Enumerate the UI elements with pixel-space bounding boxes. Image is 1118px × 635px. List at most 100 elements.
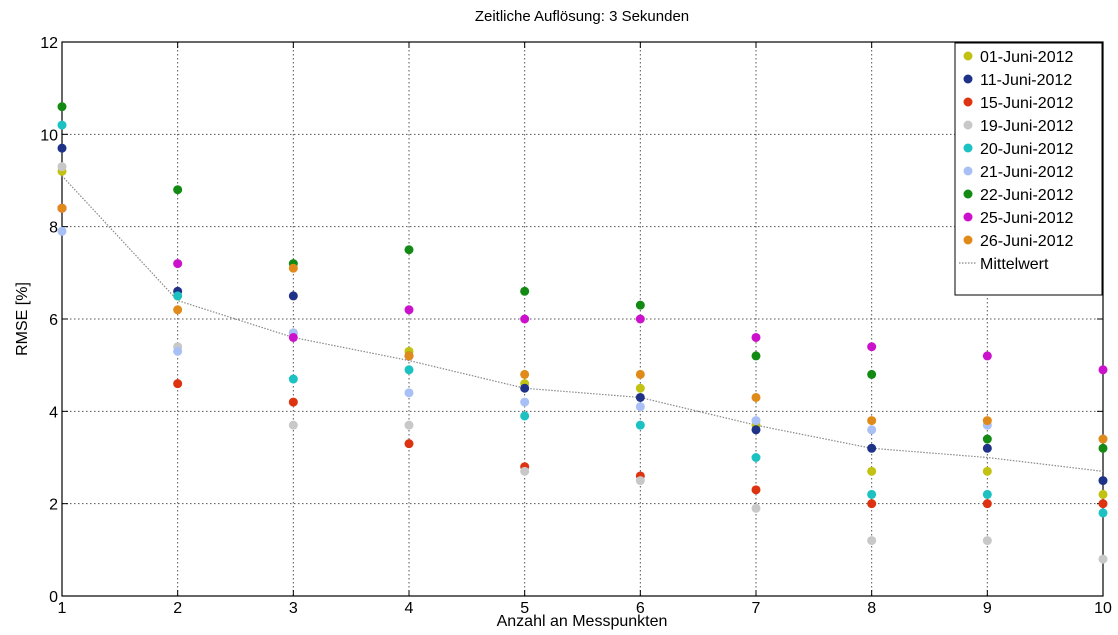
data-point (173, 185, 183, 195)
y-tick-label: 2 (49, 497, 58, 514)
data-point (404, 420, 414, 430)
data-point (867, 536, 877, 546)
data-point (404, 245, 414, 255)
data-point (635, 314, 645, 324)
x-axis-ticks: 1 2 3 4 5 6 7 8 9 10 (58, 42, 1112, 617)
data-point (867, 499, 877, 509)
legend-entry: 15-Juni-2012 (980, 95, 1074, 112)
y-tick-label: 0 (49, 589, 58, 606)
legend-entry: 26-Juni-2012 (980, 233, 1074, 250)
data-point (288, 291, 298, 301)
data-point (1098, 443, 1108, 453)
data-point (751, 485, 761, 495)
data-point (57, 120, 67, 130)
x-tick-label: 6 (636, 600, 645, 617)
data-point (288, 263, 298, 273)
y-tick-label: 4 (49, 404, 58, 421)
data-point (867, 416, 877, 426)
data-point (751, 351, 761, 361)
data-point (751, 503, 761, 513)
legend-entry: Mittelwert (980, 256, 1049, 273)
legend-entry: 01-Juni-2012 (980, 49, 1074, 66)
data-point (982, 416, 992, 426)
x-tick-label: 1 (58, 600, 67, 617)
data-point (57, 102, 67, 112)
data-point (1098, 489, 1108, 499)
data-point (520, 397, 530, 407)
data-point (751, 332, 761, 342)
data-point (635, 300, 645, 310)
legend-entry: 22-Juni-2012 (980, 187, 1074, 204)
data-point (520, 369, 530, 379)
data-point (982, 536, 992, 546)
data-point (57, 203, 67, 213)
x-tick-label: 2 (173, 600, 182, 617)
x-tick-label: 8 (867, 600, 876, 617)
legend-marker (963, 74, 973, 84)
data-point (404, 365, 414, 375)
y-tick-label: 10 (40, 127, 58, 144)
legend-marker (963, 235, 973, 245)
data-point (57, 162, 67, 172)
legend: 01-Juni-2012 11-Juni-2012 15-Juni-2012 19-J… (954, 42, 1103, 296)
data-point (173, 291, 183, 301)
y-tick-label: 8 (49, 220, 58, 237)
data-point (520, 383, 530, 393)
legend-entry: 20-Juni-2012 (980, 141, 1074, 158)
data-point (1098, 554, 1108, 564)
x-tick-label: 9 (983, 600, 992, 617)
legend-marker (963, 212, 973, 222)
data-point (867, 342, 877, 352)
data-point (173, 259, 183, 269)
y-tick-label: 12 (40, 35, 58, 52)
data-points (57, 102, 1108, 564)
legend-marker (963, 51, 973, 61)
legend-marker (963, 97, 973, 107)
data-point (867, 443, 877, 453)
data-point (867, 369, 877, 379)
y-tick-label: 6 (49, 312, 58, 329)
data-point (404, 305, 414, 315)
legend-marker (963, 189, 973, 199)
x-tick-label: 5 (520, 600, 529, 617)
data-point (404, 351, 414, 361)
data-point (1098, 508, 1108, 518)
data-point (1098, 365, 1108, 375)
data-point (635, 392, 645, 402)
y-axis-label: RMSE [%] (14, 282, 31, 356)
data-point (635, 420, 645, 430)
data-point (1098, 434, 1108, 444)
data-point (867, 489, 877, 499)
data-point (635, 383, 645, 393)
data-point (751, 392, 761, 402)
data-point (635, 476, 645, 486)
data-point (635, 402, 645, 412)
data-point (288, 420, 298, 430)
data-point (288, 374, 298, 384)
chart-title: Zeitliche Auflösung: 3 Sekunden (475, 8, 689, 25)
data-point (751, 425, 761, 435)
data-point (751, 416, 761, 426)
grid-lines (62, 42, 1103, 596)
legend-entry: 11-Juni-2012 (980, 72, 1072, 89)
mean-line (61, 175, 1104, 472)
legend-marker (963, 166, 973, 176)
data-point (404, 439, 414, 449)
x-axis-label: Anzahl an Messpunkten (497, 613, 668, 630)
data-point (57, 226, 67, 236)
x-tick-label: 10 (1094, 600, 1112, 617)
data-point (520, 286, 530, 296)
data-point (751, 453, 761, 462)
data-point (57, 143, 67, 153)
legend-entry: 21-Juni-2012 (980, 164, 1074, 181)
x-tick-label: 7 (752, 600, 761, 617)
data-point (1098, 499, 1108, 509)
data-point (520, 314, 530, 324)
data-point (982, 489, 992, 499)
data-point (867, 425, 877, 435)
data-point (520, 411, 530, 421)
legend-entry: 25-Juni-2012 (980, 210, 1074, 227)
legend-entry: 19-Juni-2012 (980, 118, 1074, 135)
data-point (520, 466, 530, 476)
